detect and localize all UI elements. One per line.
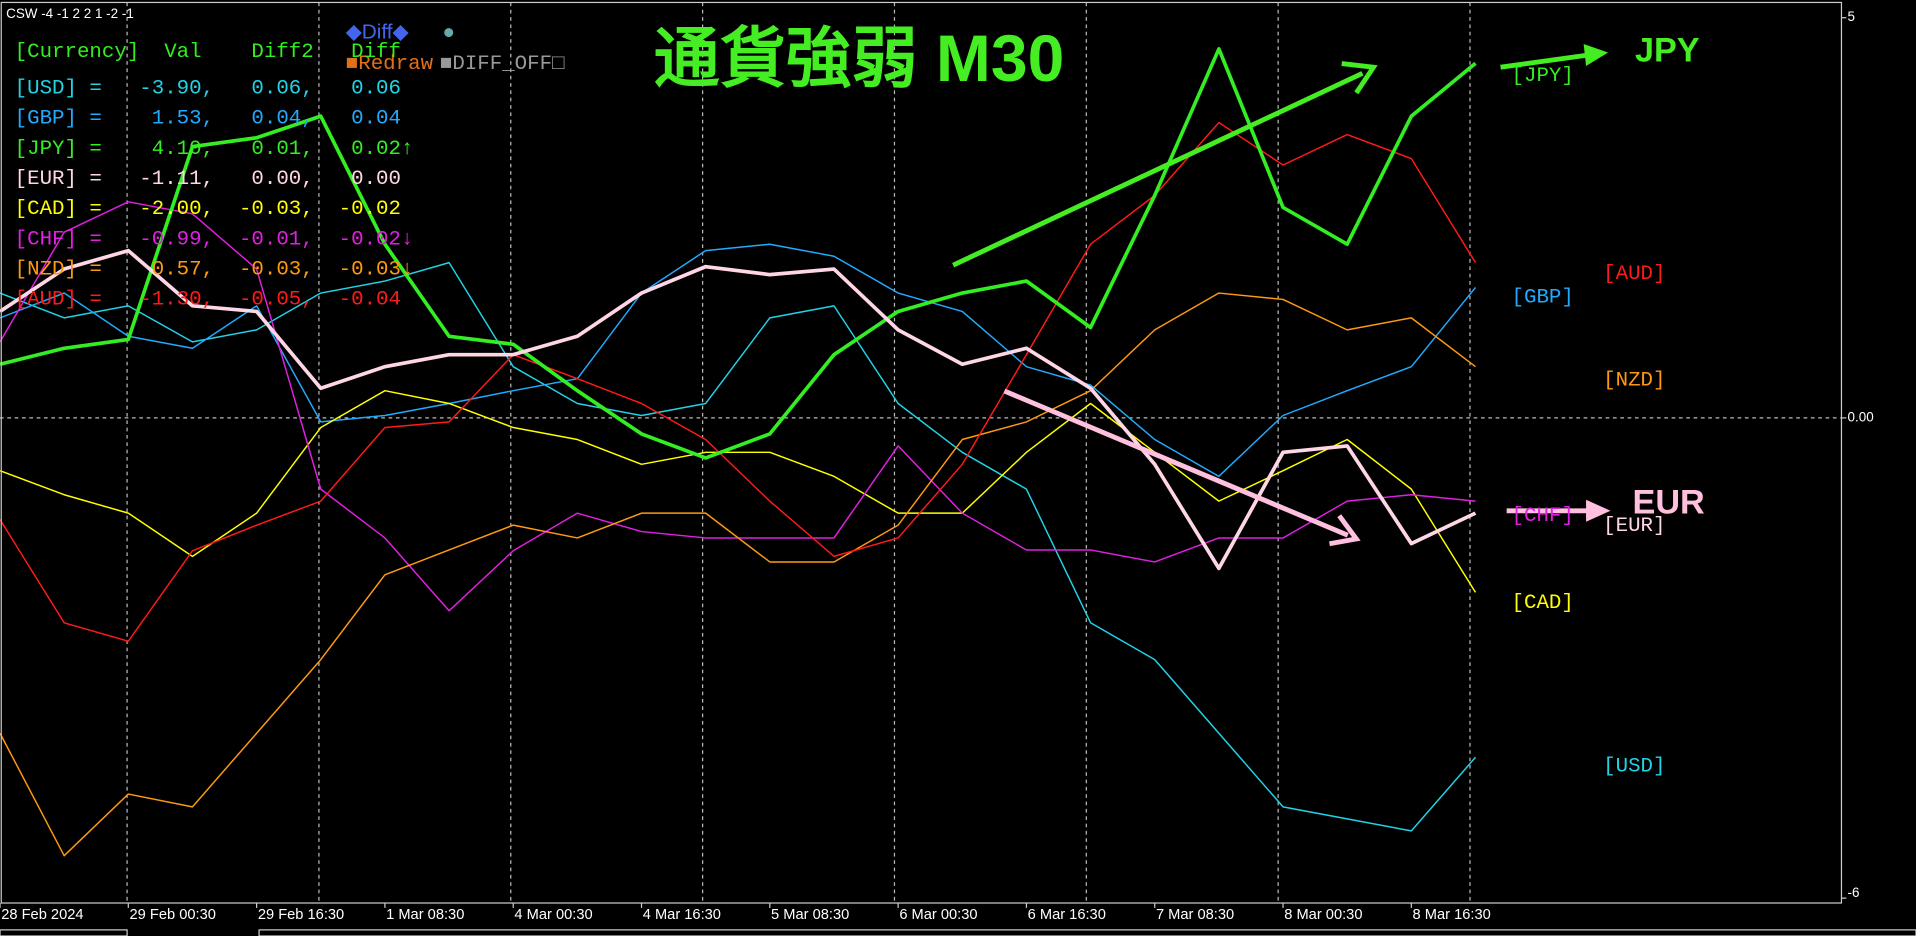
arrow bbox=[1500, 52, 1589, 70]
arrow-head bbox=[1583, 43, 1609, 66]
x-tick-label: 1 Mar 08:30 bbox=[386, 907, 464, 923]
x-tick-label: 4 Mar 00:30 bbox=[514, 907, 592, 923]
x-tick-label: 8 Mar 00:30 bbox=[1284, 907, 1362, 923]
panel-row: [USD] = -3.90, 0.06, 0.06 bbox=[15, 77, 401, 100]
plot-frame bbox=[0, 1, 1843, 904]
annotation: JPY bbox=[1635, 32, 1700, 70]
panel-row: [EUR] = -1.11, 0.00, 0.00 bbox=[15, 168, 401, 191]
series-label: [CHF] bbox=[1512, 505, 1574, 528]
panel-row: [GBP] = 1.53, 0.04, 0.04 bbox=[15, 108, 401, 131]
arrow bbox=[1003, 388, 1349, 538]
x-tick-label: 5 Mar 08:30 bbox=[771, 907, 849, 923]
scroll-strip bbox=[0, 929, 128, 936]
y-tick-label: -6 bbox=[1848, 885, 1860, 900]
series-line bbox=[0, 261, 1477, 832]
x-tick-label: 4 Mar 16:30 bbox=[643, 907, 721, 923]
indicator-label: CSW -4 -1 2 2 1 -2 -1 bbox=[6, 6, 134, 21]
panel-row: [CAD] = -2.00, -0.03, -0.02 bbox=[15, 198, 401, 221]
dot-button[interactable]: ● bbox=[442, 20, 455, 43]
panel-row: [CHF] = -0.99, -0.01, -0.02↓ bbox=[15, 228, 414, 251]
x-tick-label: 6 Mar 16:30 bbox=[1028, 907, 1106, 923]
day-separators bbox=[126, 2, 1471, 904]
x-tick-label: 6 Mar 00:30 bbox=[899, 907, 977, 923]
series-label: [CAD] bbox=[1512, 592, 1574, 615]
redraw-button[interactable]: ■Redraw bbox=[346, 53, 434, 76]
arrow-head bbox=[1341, 61, 1378, 95]
chart-title: 通貨強弱 M30 bbox=[654, 21, 1065, 95]
x-tick-label: 8 Mar 16:30 bbox=[1413, 907, 1491, 923]
series-line bbox=[0, 243, 1477, 478]
annotation: EUR bbox=[1633, 484, 1705, 522]
series-label: [USD] bbox=[1603, 756, 1665, 779]
panel-row: [AUD] = -1.30, -0.05, -0.04 bbox=[15, 289, 401, 312]
series-line bbox=[0, 292, 1476, 857]
y-tick-label: 5 bbox=[1848, 9, 1855, 24]
series-label: [AUD] bbox=[1603, 263, 1665, 286]
x-tick-label: 29 Feb 00:30 bbox=[130, 907, 216, 923]
series-line bbox=[0, 248, 1477, 571]
diff-off-button[interactable]: ■DIFF_OFF□ bbox=[440, 53, 565, 76]
series-line bbox=[0, 121, 1477, 642]
series-label: [GBP] bbox=[1512, 286, 1574, 309]
series-label: [NZD] bbox=[1603, 370, 1665, 393]
arrow-head bbox=[1586, 499, 1611, 522]
plot-area bbox=[0, 47, 1842, 857]
series-line bbox=[0, 47, 1477, 460]
panel-row: [NZD] = 0.57, -0.03, -0.03↓ bbox=[15, 259, 414, 282]
series-label: [JPY] bbox=[1512, 65, 1574, 88]
trend-arrows bbox=[952, 43, 1611, 547]
x-tick-label: 7 Mar 08:30 bbox=[1156, 907, 1234, 923]
series-line bbox=[0, 389, 1477, 593]
x-tick-label: 29 Feb 16:30 bbox=[258, 907, 344, 923]
diff-button[interactable]: ◆Diff◆ bbox=[346, 20, 410, 43]
panel-header: [Currency] Val Diff2 Diff bbox=[15, 41, 401, 64]
arrow bbox=[952, 71, 1364, 268]
arrow-head bbox=[1329, 514, 1361, 547]
panel-row: [JPY] = 4.10, 0.01, 0.02↑ bbox=[15, 138, 414, 161]
series-label: [EUR] bbox=[1603, 515, 1665, 538]
y-tick-label: 0.00 bbox=[1848, 409, 1874, 424]
x-tick-label: 28 Feb 2024 bbox=[1, 907, 83, 923]
